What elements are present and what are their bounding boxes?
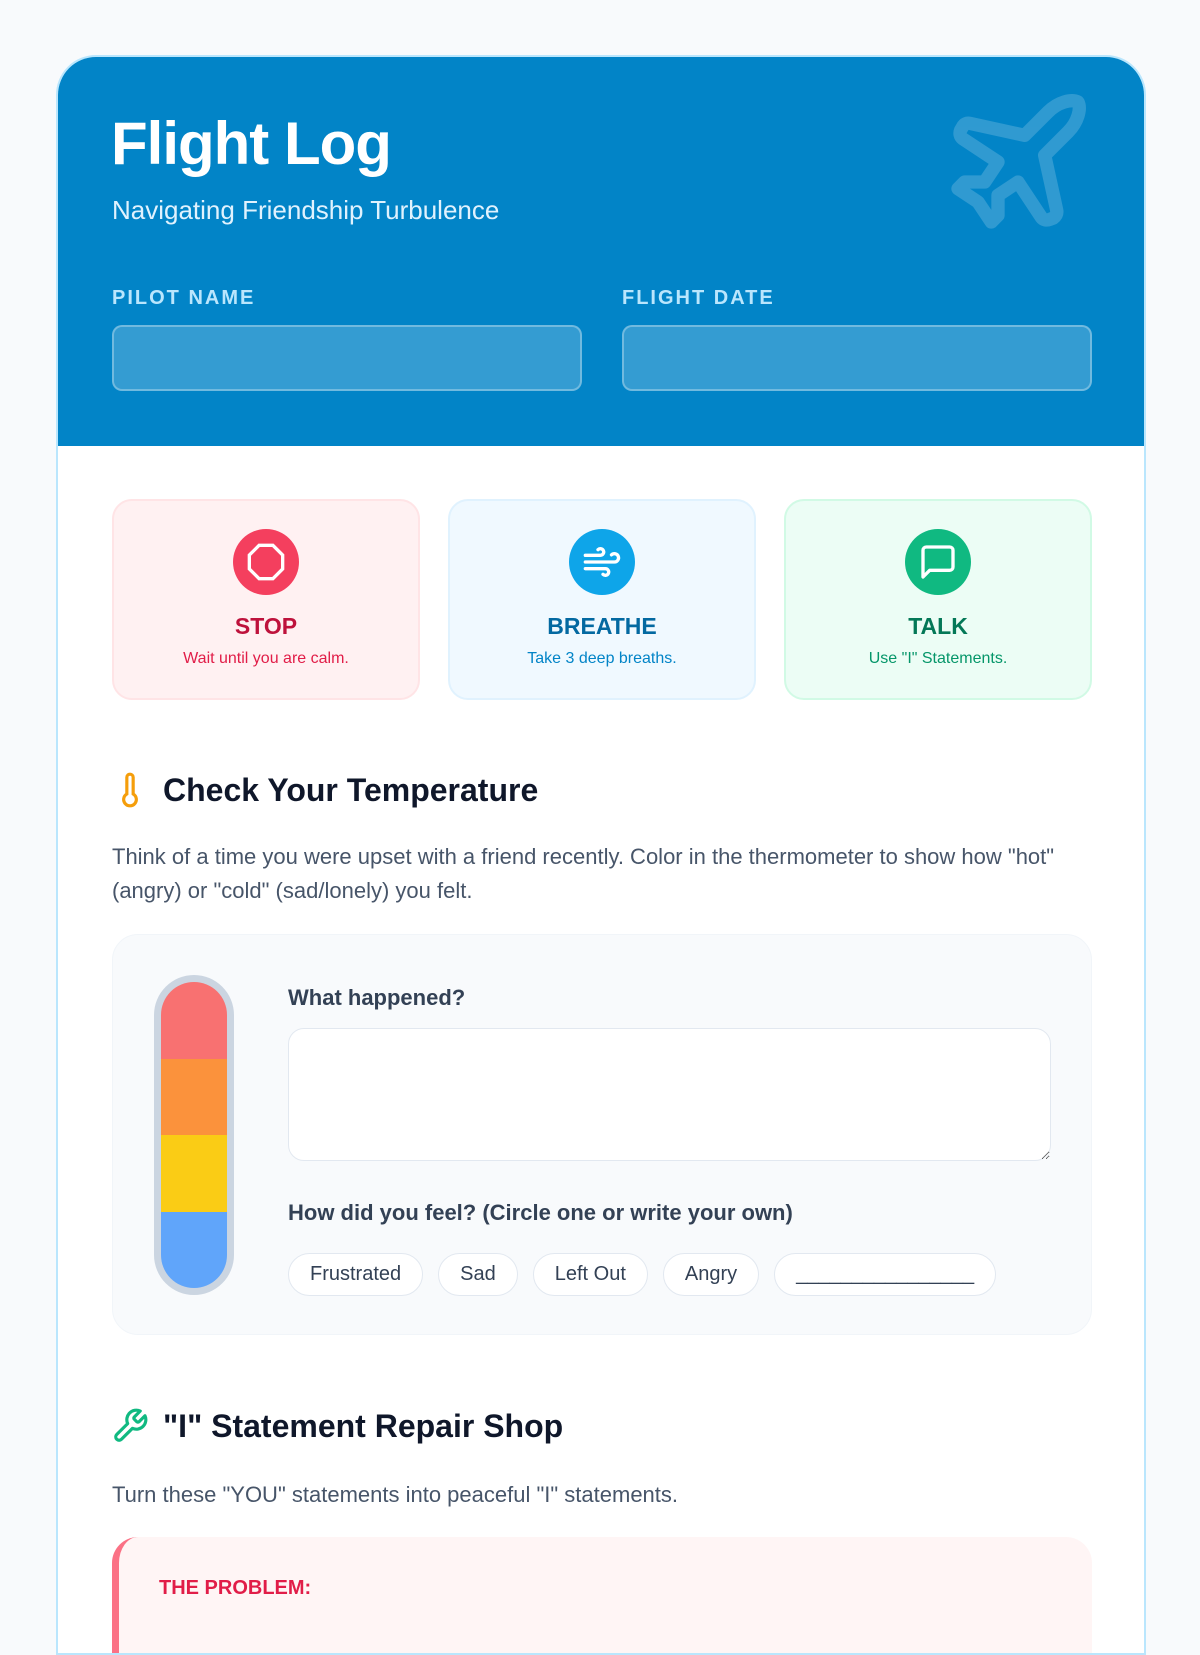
- wind-icon: [569, 529, 635, 595]
- flight-log-card: Flight Log Navigating Friendship Turbule…: [56, 55, 1146, 1655]
- step-desc: Wait until you are calm.: [183, 650, 349, 667]
- temperature-heading: Check Your Temperature: [111, 770, 538, 810]
- feeling-chip-angry[interactable]: Angry: [662, 1253, 760, 1296]
- repair-intro: Turn these "YOU" statements into peacefu…: [112, 1482, 679, 1507]
- feeling-chip-custom[interactable]: ________________: [774, 1253, 997, 1296]
- feelings-label: How did you feel? (Circle one or write y…: [288, 1200, 793, 1225]
- step-talk: TALK Use "I" Statements.: [784, 499, 1092, 700]
- step-desc: Take 3 deep breaths.: [527, 650, 677, 667]
- step-title: TALK: [908, 613, 968, 639]
- thermometer-segment[interactable]: [161, 1211, 227, 1288]
- heading-text: Check Your Temperature: [163, 771, 539, 808]
- flight-date-input[interactable]: [622, 325, 1092, 391]
- thermometer-icon: [122, 772, 138, 808]
- step-desc: Use "I" Statements.: [868, 650, 1008, 667]
- step-stop: STOP Wait until you are calm.: [112, 499, 420, 700]
- temperature-panel: What happened? How did you feel? (Circle…: [112, 934, 1092, 1335]
- pilot-name-label: PILOT NAME: [112, 287, 256, 309]
- feeling-chips: Frustrated Sad Left Out Angry __________…: [288, 1253, 997, 1296]
- octagon-icon: [233, 529, 299, 595]
- thermometer[interactable]: [154, 975, 234, 1295]
- what-happened-input[interactable]: [288, 1028, 1051, 1161]
- thermometer-segment[interactable]: [161, 982, 227, 1059]
- what-happened-label: What happened?: [288, 985, 466, 1010]
- heading-text: "I" Statement Repair Shop: [163, 1407, 564, 1444]
- flight-date-label: FLIGHT DATE: [622, 287, 775, 309]
- repair-heading: "I" Statement Repair Shop: [111, 1407, 563, 1445]
- message-square-icon: [905, 529, 971, 595]
- feeling-chip-sad[interactable]: Sad: [438, 1253, 518, 1296]
- plane-icon: [951, 94, 1086, 229]
- thermometer-segment[interactable]: [161, 1058, 227, 1135]
- problem-box: THE PROBLEM:: [112, 1537, 1092, 1653]
- wrench-icon: [114, 1408, 148, 1442]
- step-breathe: BREATHE Take 3 deep breaths.: [448, 499, 756, 700]
- page-subtitle: Navigating Friendship Turbulence: [112, 195, 500, 225]
- pilot-name-input[interactable]: [112, 325, 582, 391]
- temperature-intro: Think of a time you were upset with a fr…: [112, 844, 1055, 903]
- problem-label: THE PROBLEM:: [159, 1577, 312, 1599]
- feeling-chip-frustrated[interactable]: Frustrated: [288, 1253, 424, 1296]
- thermometer-segment[interactable]: [161, 1135, 227, 1212]
- feeling-chip-left-out[interactable]: Left Out: [532, 1253, 648, 1296]
- step-title: BREATHE: [547, 613, 657, 639]
- page-title: Flight Log: [111, 110, 392, 177]
- step-title: STOP: [234, 613, 298, 639]
- header: Flight Log Navigating Friendship Turbule…: [58, 57, 1144, 446]
